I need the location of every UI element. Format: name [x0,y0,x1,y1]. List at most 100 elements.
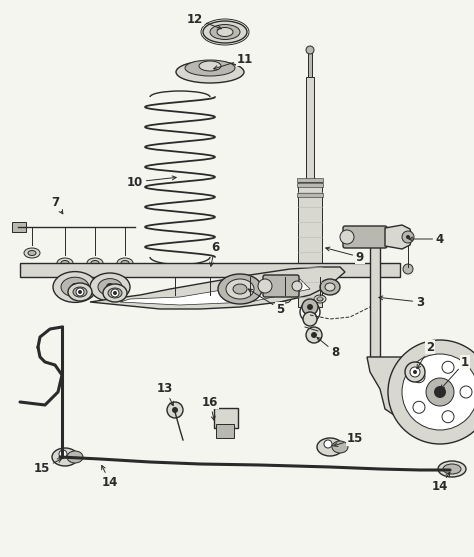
Circle shape [167,402,183,418]
Circle shape [324,440,332,448]
Ellipse shape [53,272,97,302]
Ellipse shape [443,464,461,474]
Circle shape [406,235,410,239]
Circle shape [303,312,317,326]
Ellipse shape [52,448,78,466]
FancyBboxPatch shape [297,193,323,197]
Circle shape [410,367,420,377]
Ellipse shape [292,281,302,291]
Ellipse shape [207,297,213,301]
Circle shape [413,370,417,374]
Text: 14: 14 [102,466,118,488]
Ellipse shape [203,21,247,43]
Ellipse shape [73,287,87,297]
Ellipse shape [217,27,233,37]
Ellipse shape [438,461,466,477]
Ellipse shape [172,297,178,301]
Circle shape [300,302,320,322]
Circle shape [59,450,67,458]
Ellipse shape [61,277,89,297]
Ellipse shape [226,279,254,299]
Text: 13: 13 [157,383,173,405]
Circle shape [78,290,82,294]
Ellipse shape [218,274,262,304]
Text: 4: 4 [409,232,444,246]
Text: 3: 3 [379,296,424,309]
Ellipse shape [117,258,133,268]
Circle shape [106,283,114,291]
Text: 2: 2 [417,340,434,369]
Ellipse shape [67,451,83,463]
Circle shape [172,407,178,413]
Ellipse shape [317,297,323,301]
Ellipse shape [210,25,240,40]
Circle shape [413,371,425,383]
Circle shape [311,332,317,338]
Text: 12: 12 [187,12,221,29]
Text: 11: 11 [214,52,253,70]
Ellipse shape [314,295,326,303]
Circle shape [442,411,454,423]
Ellipse shape [233,284,247,294]
Text: 6: 6 [210,241,219,266]
FancyBboxPatch shape [20,263,400,277]
Polygon shape [385,225,412,249]
Circle shape [413,401,425,413]
Text: 8: 8 [317,338,339,359]
Circle shape [402,231,414,243]
Text: 9: 9 [326,247,364,263]
Text: 15: 15 [34,459,62,476]
Polygon shape [120,279,310,305]
Circle shape [71,283,79,291]
FancyBboxPatch shape [306,77,314,187]
FancyBboxPatch shape [12,222,26,232]
Circle shape [302,299,318,315]
Ellipse shape [185,60,235,76]
Circle shape [305,307,315,317]
Ellipse shape [24,248,40,258]
Ellipse shape [279,295,291,303]
FancyBboxPatch shape [370,237,380,357]
Circle shape [111,289,119,297]
Text: 15: 15 [334,432,363,447]
Ellipse shape [325,283,335,291]
FancyBboxPatch shape [263,275,299,297]
Circle shape [369,231,381,243]
Polygon shape [367,357,430,419]
FancyBboxPatch shape [214,408,238,428]
Circle shape [306,327,322,343]
Text: 10: 10 [127,175,176,188]
FancyBboxPatch shape [343,226,387,248]
Ellipse shape [320,279,340,295]
Circle shape [76,288,84,296]
Ellipse shape [247,297,253,301]
Circle shape [426,378,454,406]
Circle shape [403,264,413,274]
Ellipse shape [103,284,127,302]
Text: 1: 1 [441,355,469,389]
Ellipse shape [199,61,221,71]
FancyBboxPatch shape [298,182,322,307]
Text: 7: 7 [51,196,63,214]
Ellipse shape [340,230,354,244]
Circle shape [434,386,446,398]
Polygon shape [90,267,345,309]
Ellipse shape [98,278,122,295]
Ellipse shape [176,61,244,83]
FancyBboxPatch shape [297,183,323,187]
Ellipse shape [87,258,103,268]
Ellipse shape [121,261,129,266]
Circle shape [307,304,313,310]
Ellipse shape [108,288,122,298]
Circle shape [306,46,314,54]
Circle shape [308,310,312,314]
Circle shape [460,386,472,398]
Circle shape [405,362,425,382]
Ellipse shape [90,273,130,301]
Ellipse shape [244,295,256,303]
Ellipse shape [169,295,181,303]
Circle shape [442,361,454,373]
Ellipse shape [282,297,288,301]
Ellipse shape [57,258,73,268]
Ellipse shape [61,261,69,266]
